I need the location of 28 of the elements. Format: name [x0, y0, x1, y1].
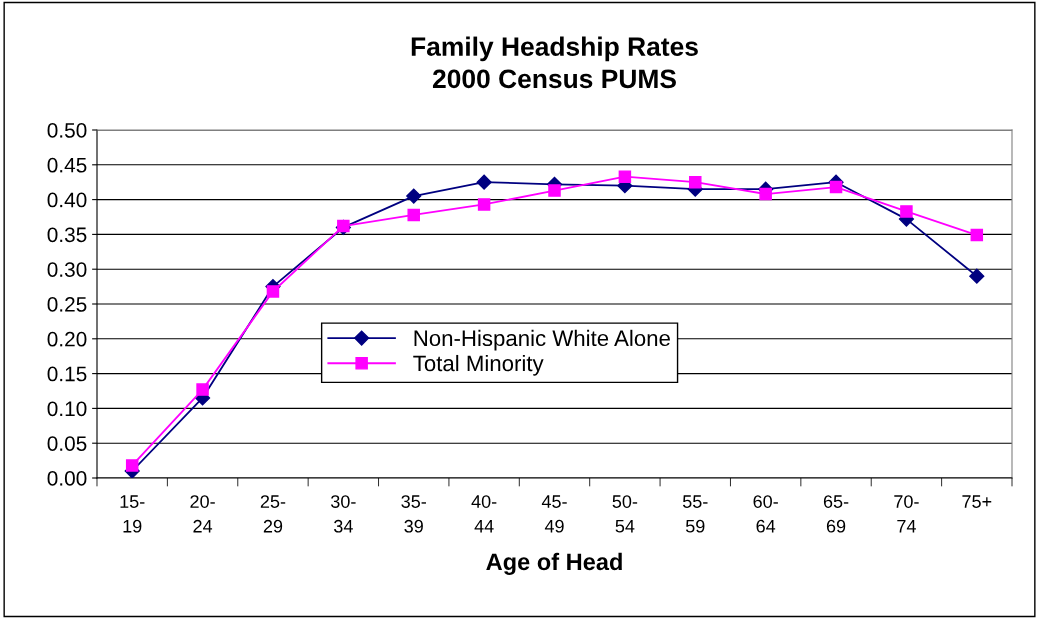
x-tick-label: 70- 74 [894, 495, 919, 533]
y-tick-label: 0.30 [47, 262, 87, 277]
y-tick-label: 0.15 [47, 366, 87, 382]
y-tick-label: 0.10 [47, 401, 87, 417]
legend-label: Total Minority [413, 354, 544, 376]
x-tick-label: 75+ [962, 495, 992, 508]
x-tick-label: 60- 64 [753, 495, 778, 533]
legend-label: Non-Hispanic White Alone [414, 329, 670, 351]
y-tick-label: 0.00 [47, 471, 87, 486]
chart-title: Family Headship Rates 2000 Census PUMS [411, 36, 698, 89]
x-tick-label: 50- 54 [612, 495, 638, 533]
x-tick-label: 20- 24 [190, 495, 215, 533]
y-tick-label: 0.50 [47, 123, 87, 138]
x-tick-label: 45- 49 [541, 495, 567, 533]
y-tick-label: 0.35 [47, 227, 87, 243]
y-tick-label: 0.05 [47, 436, 87, 451]
y-tick-label: 0.40 [47, 192, 87, 208]
x-tick-label: 25- 29 [260, 495, 286, 533]
y-tick-label: 0.25 [47, 297, 87, 312]
y-tick-label: 0.45 [47, 157, 87, 173]
y-tick-label: 0.20 [47, 331, 87, 347]
x-tick-label: 40- 44 [471, 495, 497, 533]
x-tick-label: 30- 34 [330, 495, 356, 533]
x-axis-title: Age of Head [486, 552, 622, 575]
x-tick-label: 15- 19 [120, 495, 145, 533]
x-tick-label: 55- 59 [682, 495, 708, 533]
x-tick-label: 65- 69 [823, 495, 849, 533]
x-tick-label: 35- 39 [401, 495, 426, 533]
